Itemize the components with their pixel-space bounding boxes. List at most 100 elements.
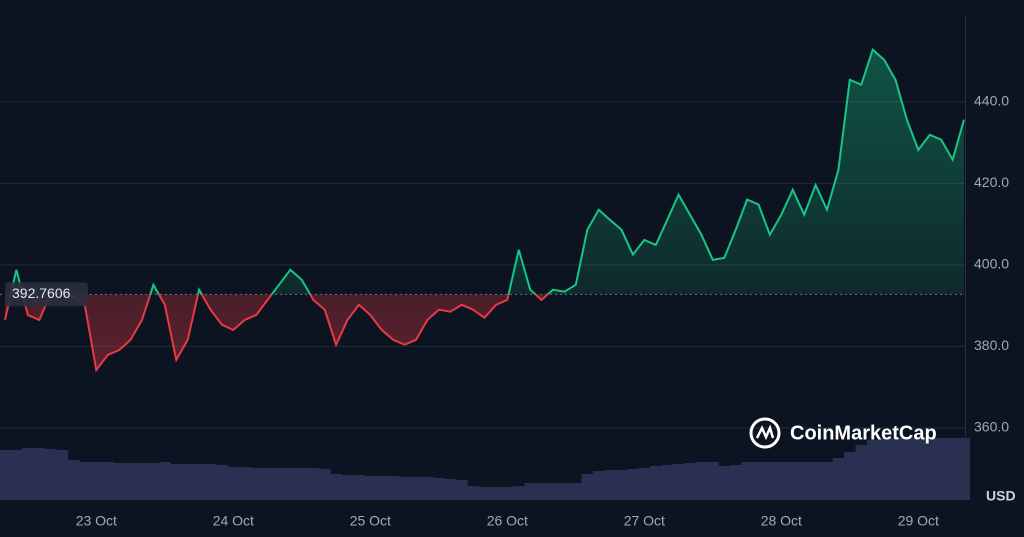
volume-bar	[181, 464, 194, 500]
volume-bar	[170, 464, 183, 500]
logo-mark	[755, 424, 775, 441]
volume-bar	[33, 448, 46, 500]
volume-bar	[615, 470, 628, 500]
volume-bar	[490, 487, 502, 500]
volume-bar	[798, 462, 811, 500]
volume-bar	[124, 463, 137, 500]
volume-bar	[946, 438, 959, 500]
volume-bar	[296, 468, 308, 500]
volume-bar	[136, 463, 149, 500]
volume-bar	[809, 462, 822, 500]
volume-bar	[44, 449, 57, 500]
plot: 360.0 380.0 400.0 420.0 440.0 23 Oct 24 Oct 25 …	[0, 47, 1009, 529]
volume-bar	[535, 483, 548, 500]
volume-bar	[844, 452, 856, 500]
volume-bar	[113, 463, 126, 500]
volume-bar	[478, 487, 491, 500]
volume-bar	[79, 462, 91, 500]
volume-bar	[364, 476, 377, 500]
logo	[749, 417, 781, 449]
area-down	[5, 294, 548, 370]
volume-bar	[444, 479, 457, 500]
volume-bar	[10, 450, 23, 500]
volume-bar	[421, 477, 434, 500]
y-tick-label: 380.0	[974, 337, 1009, 353]
volume-bar	[216, 465, 228, 500]
x-tick-label: 28 Oct	[761, 513, 802, 529]
volume-bar	[592, 471, 605, 500]
volume-bar	[501, 487, 514, 500]
volume-bar	[341, 475, 354, 500]
volume-bar	[912, 438, 925, 500]
volume-bar	[433, 478, 445, 500]
y-tick-label: 360.0	[974, 419, 1009, 435]
volume-bar	[718, 466, 731, 500]
volume-bar	[467, 486, 480, 500]
volume-bar	[889, 438, 902, 500]
volume-bar	[661, 465, 674, 500]
volume-bar	[547, 483, 560, 500]
volume-bar	[821, 462, 834, 500]
volume-bar	[147, 463, 160, 500]
volume-bar	[273, 468, 286, 500]
volume-bar	[513, 486, 525, 500]
volume-bar	[284, 468, 297, 500]
volume-bar	[398, 477, 411, 500]
volume-bar	[707, 462, 719, 500]
volume-bar	[0, 450, 12, 500]
volume-bar	[307, 468, 320, 500]
volume-bar	[56, 450, 69, 500]
volume-bar	[227, 467, 240, 500]
volume-bar	[570, 483, 582, 500]
volume-bar	[638, 468, 651, 500]
volume-bar	[524, 483, 537, 500]
volume-bar	[455, 480, 468, 500]
x-tick-label: 23 Oct	[76, 513, 117, 529]
volume-bar	[775, 462, 788, 500]
x-tick-label: 29 Oct	[898, 513, 939, 529]
volume-bar	[695, 462, 708, 500]
volume-bar	[832, 458, 845, 500]
watermark-text: CoinMarketCap	[790, 422, 937, 444]
volume-bar	[787, 462, 799, 500]
volume-bar	[672, 464, 685, 500]
volume-bar	[650, 466, 662, 500]
volume-bar	[866, 440, 879, 500]
volume-bar	[387, 476, 400, 500]
currency: USD	[986, 488, 1016, 504]
volume-bar	[684, 463, 697, 500]
volume-bar	[924, 438, 936, 500]
volume-bar	[353, 475, 365, 500]
y-tick-label: 400.0	[974, 256, 1009, 272]
x-tick-label: 26 Oct	[487, 513, 528, 529]
volume-bar	[878, 438, 891, 500]
volume-bar	[250, 468, 263, 500]
volume-bar	[102, 462, 114, 500]
volume-bar	[159, 462, 171, 500]
volume-bar	[330, 474, 343, 500]
volume-bar	[376, 476, 388, 500]
volume-bar	[729, 465, 742, 500]
y-tick-label: 440.0	[974, 93, 1009, 109]
volume-bar	[901, 438, 913, 500]
volume-bar	[958, 438, 971, 500]
baseline-label: 392.7606	[12, 285, 71, 301]
volume-bar	[22, 448, 34, 500]
y-tick-label: 420.0	[974, 174, 1009, 190]
volume-bar	[581, 474, 594, 500]
volume-bar	[764, 462, 776, 500]
area-up	[5, 49, 964, 295]
x-tick-label: 27 Oct	[624, 513, 665, 529]
volume-bar	[193, 464, 206, 500]
volume-bar	[558, 483, 571, 500]
price-line-up	[9, 47, 965, 295]
x-tick-label: 25 Oct	[350, 513, 391, 529]
volume-bar	[318, 469, 331, 500]
volume-bar	[627, 469, 639, 500]
volume-bar	[752, 462, 765, 500]
volume-bar	[90, 462, 103, 500]
volume-bar	[741, 462, 754, 500]
price-line-down	[4, 294, 550, 373]
